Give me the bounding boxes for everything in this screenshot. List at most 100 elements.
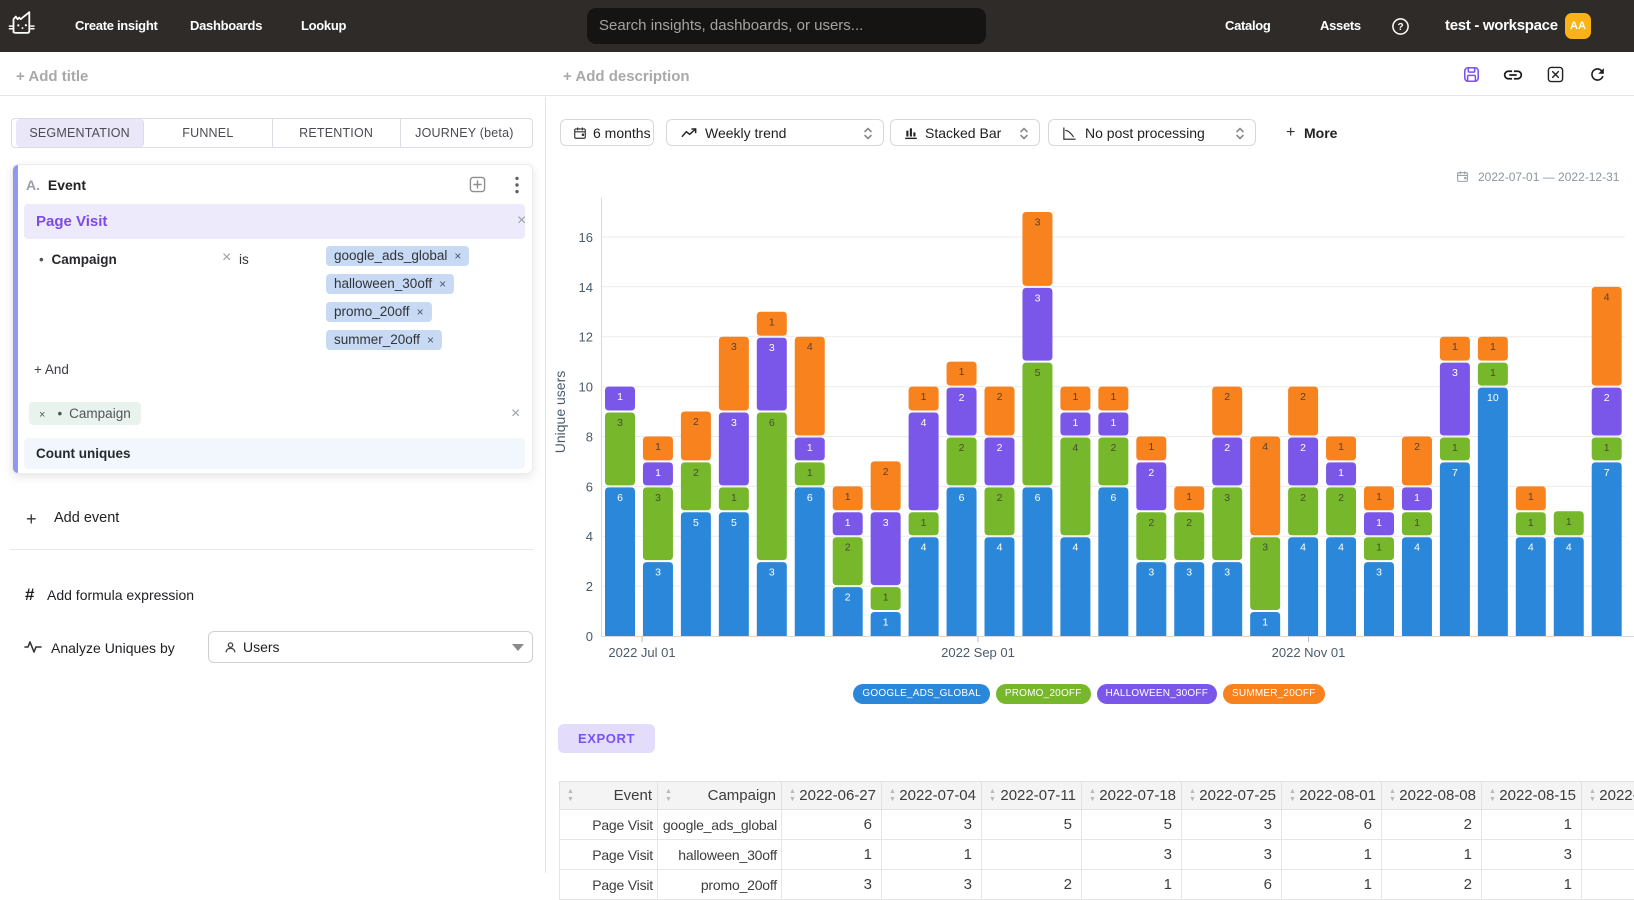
svg-text:7: 7 <box>1452 467 1458 479</box>
svg-text:1: 1 <box>807 467 813 479</box>
svg-text:2: 2 <box>845 542 851 554</box>
svg-text:10: 10 <box>579 380 593 395</box>
svg-text:1: 1 <box>1110 417 1116 429</box>
svg-text:4: 4 <box>1414 542 1420 554</box>
svg-text:4: 4 <box>807 341 813 353</box>
svg-text:3: 3 <box>655 492 661 504</box>
svg-text:3: 3 <box>617 417 623 429</box>
svg-text:1: 1 <box>921 391 927 403</box>
svg-text:3: 3 <box>1376 567 1382 579</box>
svg-text:1: 1 <box>1490 341 1496 353</box>
svg-text:4: 4 <box>1528 542 1534 554</box>
svg-text:3: 3 <box>1035 292 1041 304</box>
svg-text:6: 6 <box>586 479 593 494</box>
svg-text:2: 2 <box>1224 442 1230 454</box>
svg-text:3: 3 <box>769 567 775 579</box>
svg-text:4: 4 <box>921 542 927 554</box>
svg-text:3: 3 <box>1186 567 1192 579</box>
svg-text:4: 4 <box>1072 442 1078 454</box>
svg-text:1: 1 <box>655 467 661 479</box>
svg-text:2: 2 <box>845 592 851 604</box>
svg-text:3: 3 <box>1224 567 1230 579</box>
svg-text:4: 4 <box>1566 542 1572 554</box>
svg-text:2: 2 <box>1224 391 1230 403</box>
svg-text:2: 2 <box>959 442 965 454</box>
svg-text:3: 3 <box>1035 217 1041 229</box>
svg-text:5: 5 <box>1035 367 1041 379</box>
svg-text:1: 1 <box>1338 467 1344 479</box>
svg-text:1: 1 <box>1528 517 1534 529</box>
svg-text:2022 Sep 01: 2022 Sep 01 <box>941 645 1015 660</box>
svg-text:2: 2 <box>997 492 1003 504</box>
svg-text:2022 Nov 01: 2022 Nov 01 <box>1272 645 1346 660</box>
svg-text:1: 1 <box>883 617 889 629</box>
svg-text:1: 1 <box>1604 442 1610 454</box>
svg-text:4: 4 <box>921 417 927 429</box>
svg-text:2: 2 <box>1300 492 1306 504</box>
svg-text:4: 4 <box>1072 542 1078 554</box>
svg-text:3: 3 <box>1148 567 1154 579</box>
svg-text:3: 3 <box>731 417 737 429</box>
svg-text:3: 3 <box>1452 367 1458 379</box>
svg-text:6: 6 <box>807 492 813 504</box>
svg-text:2: 2 <box>1300 442 1306 454</box>
svg-text:1: 1 <box>1376 542 1382 554</box>
svg-text:1: 1 <box>1528 491 1534 503</box>
svg-text:10: 10 <box>1487 392 1499 404</box>
svg-text:6: 6 <box>769 417 775 429</box>
svg-text:4: 4 <box>997 542 1003 554</box>
svg-text:2: 2 <box>1338 492 1344 504</box>
svg-text:Unique users: Unique users <box>552 371 568 454</box>
svg-text:14: 14 <box>579 280 593 295</box>
svg-text:1: 1 <box>1566 516 1572 528</box>
svg-text:2: 2 <box>1186 517 1192 529</box>
svg-text:8: 8 <box>586 430 593 445</box>
svg-text:2: 2 <box>1414 441 1420 453</box>
svg-text:6: 6 <box>1035 492 1041 504</box>
svg-text:1: 1 <box>1072 391 1078 403</box>
svg-text:3: 3 <box>769 342 775 354</box>
svg-text:2: 2 <box>693 416 699 428</box>
svg-text:3: 3 <box>731 341 737 353</box>
svg-text:1: 1 <box>1452 341 1458 353</box>
svg-text:2: 2 <box>883 466 889 478</box>
svg-text:5: 5 <box>693 517 699 529</box>
svg-text:1: 1 <box>845 491 851 503</box>
svg-text:2: 2 <box>693 467 699 479</box>
svg-text:1: 1 <box>1490 367 1496 379</box>
svg-text:1: 1 <box>1110 391 1116 403</box>
svg-text:4: 4 <box>586 529 593 544</box>
svg-text:2: 2 <box>1110 442 1116 454</box>
svg-text:16: 16 <box>579 230 593 245</box>
svg-text:1: 1 <box>1262 617 1268 629</box>
svg-text:1: 1 <box>1414 517 1420 529</box>
svg-text:3: 3 <box>655 567 661 579</box>
svg-text:1: 1 <box>1186 491 1192 503</box>
svg-text:1: 1 <box>1414 492 1420 504</box>
svg-text:6: 6 <box>617 492 623 504</box>
svg-text:2: 2 <box>1148 467 1154 479</box>
svg-text:2022 Jul 01: 2022 Jul 01 <box>608 645 675 660</box>
svg-text:1: 1 <box>921 517 927 529</box>
svg-text:2: 2 <box>959 392 965 404</box>
svg-text:1: 1 <box>731 492 737 504</box>
svg-text:7: 7 <box>1604 467 1610 479</box>
svg-text:6: 6 <box>1110 492 1116 504</box>
svg-text:4: 4 <box>1338 542 1344 554</box>
svg-text:1: 1 <box>1148 441 1154 453</box>
svg-text:6: 6 <box>959 492 965 504</box>
svg-text:2: 2 <box>1604 392 1610 404</box>
svg-text:2: 2 <box>1148 517 1154 529</box>
svg-text:1: 1 <box>1376 517 1382 529</box>
svg-text:4: 4 <box>1604 291 1610 303</box>
svg-text:1: 1 <box>1376 491 1382 503</box>
svg-text:4: 4 <box>1300 542 1306 554</box>
svg-text:2: 2 <box>997 442 1003 454</box>
svg-text:12: 12 <box>579 330 593 345</box>
svg-text:1: 1 <box>617 391 623 403</box>
svg-text:2: 2 <box>586 579 593 594</box>
svg-text:1: 1 <box>807 442 813 454</box>
svg-text:3: 3 <box>1224 492 1230 504</box>
svg-text:1: 1 <box>1452 442 1458 454</box>
svg-text:1: 1 <box>845 517 851 529</box>
